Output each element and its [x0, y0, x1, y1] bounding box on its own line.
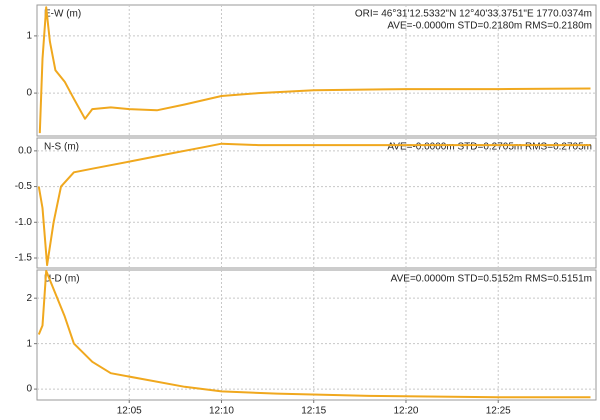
y-tick-label: 1	[26, 31, 32, 42]
x-tick-label: 12:10	[209, 406, 234, 417]
y-tick-label: 0	[26, 88, 32, 99]
annotation: AVE=0.0000m STD=0.5152m RMS=0.5151m	[391, 274, 592, 285]
x-tick-label: 12:15	[301, 406, 326, 417]
panel-frame	[36, 269, 597, 401]
y-tick-label: -1.5	[15, 253, 33, 264]
panel-label: E-W (m)	[44, 9, 81, 20]
y-tick-label: 0	[26, 384, 32, 395]
panel-frame	[36, 4, 597, 137]
y-tick-label: -0.5	[15, 181, 33, 192]
x-tick-label: 12:05	[117, 406, 142, 417]
panel-label: U-D (m)	[44, 274, 80, 285]
panel-frame	[36, 137, 597, 269]
annotation: AVE=-0.0000m STD=0.2705m RMS=0.2705m	[387, 142, 592, 153]
data-line	[37, 269, 591, 399]
x-tick-label: 12:20	[393, 406, 418, 417]
annotation: ORI= 46°31'12.5332"N 12°40'33.3751"E 177…	[355, 9, 592, 20]
data-line	[37, 142, 591, 267]
y-tick-label: 0.0	[18, 145, 32, 156]
x-tick-label: 12:25	[486, 406, 511, 417]
data-line	[38, 6, 591, 134]
y-tick-label: -1.0	[15, 217, 33, 228]
panel-label: N-S (m)	[44, 142, 79, 153]
annotation: AVE=-0.0000m STD=0.2180m RMS=0.2180m	[387, 21, 592, 32]
y-tick-label: 2	[26, 293, 32, 304]
y-tick-label: 1	[26, 338, 32, 349]
